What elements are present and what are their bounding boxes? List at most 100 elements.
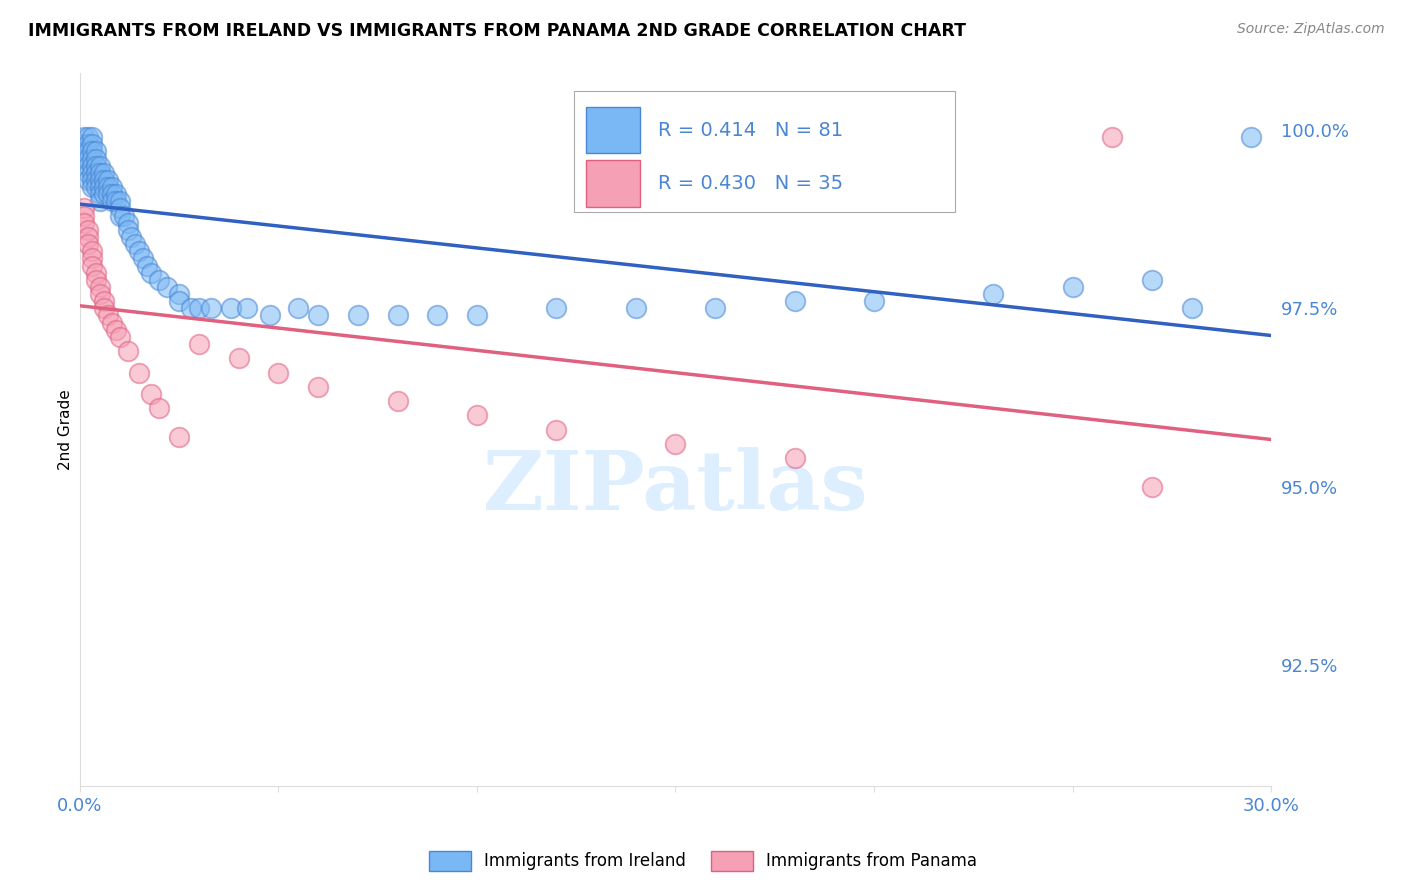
Point [156, 280, 179, 294]
Point [84, 159, 107, 173]
Point [1240, 130, 1263, 145]
Point [93, 187, 115, 202]
Point [100, 316, 122, 330]
Point [167, 287, 190, 301]
Point [104, 187, 127, 202]
Point [76, 145, 98, 159]
Point [863, 294, 886, 309]
Point [219, 301, 242, 316]
Point [89, 187, 111, 202]
Point [426, 309, 449, 323]
Point [80, 137, 103, 152]
Point [73, 216, 96, 230]
Point [104, 323, 127, 337]
Point [387, 394, 409, 409]
Point [141, 387, 163, 401]
Point [235, 301, 257, 316]
Point [93, 301, 115, 316]
Text: IMMIGRANTS FROM IRELAND VS IMMIGRANTS FROM PANAMA 2ND GRADE CORRELATION CHART: IMMIGRANTS FROM IRELAND VS IMMIGRANTS FR… [28, 22, 966, 40]
Text: R = 0.414   N = 81: R = 0.414 N = 81 [658, 120, 842, 139]
Point [259, 309, 281, 323]
Point [100, 187, 122, 202]
Point [73, 202, 96, 216]
Point [76, 137, 98, 152]
Point [108, 194, 131, 209]
Point [97, 309, 120, 323]
Point [117, 223, 139, 237]
Point [783, 451, 806, 466]
FancyBboxPatch shape [574, 91, 956, 212]
Point [100, 194, 122, 209]
Point [287, 301, 309, 316]
Point [1062, 280, 1084, 294]
Point [188, 301, 211, 316]
Point [117, 216, 139, 230]
Point [167, 294, 190, 309]
Point [76, 152, 98, 166]
Point [167, 430, 190, 444]
Point [84, 173, 107, 187]
Point [76, 237, 98, 252]
Point [108, 330, 131, 344]
Point [89, 280, 111, 294]
Point [387, 309, 409, 323]
Point [100, 180, 122, 194]
Point [84, 273, 107, 287]
Point [76, 173, 98, 187]
Point [84, 152, 107, 166]
Text: ZIPatlas: ZIPatlas [482, 447, 869, 526]
Point [80, 145, 103, 159]
Point [80, 173, 103, 187]
Point [136, 259, 159, 273]
Point [307, 380, 329, 394]
Point [1140, 480, 1163, 494]
Legend: Immigrants from Ireland, Immigrants from Panama: Immigrants from Ireland, Immigrants from… [420, 842, 986, 880]
Point [188, 337, 211, 351]
Point [89, 159, 111, 173]
Point [97, 180, 120, 194]
Point [80, 252, 103, 266]
FancyBboxPatch shape [586, 161, 640, 207]
Point [981, 287, 1004, 301]
Point [117, 344, 139, 359]
Point [76, 230, 98, 244]
Point [124, 237, 146, 252]
Point [93, 180, 115, 194]
Text: Source: ZipAtlas.com: Source: ZipAtlas.com [1237, 22, 1385, 37]
Point [624, 301, 647, 316]
Point [307, 309, 329, 323]
Point [112, 209, 135, 223]
Point [84, 166, 107, 180]
FancyBboxPatch shape [586, 107, 640, 153]
Point [97, 173, 120, 187]
Point [148, 401, 170, 416]
Point [80, 152, 103, 166]
Point [84, 266, 107, 280]
Point [89, 166, 111, 180]
Point [346, 309, 368, 323]
Point [73, 209, 96, 223]
Point [148, 273, 170, 287]
Point [76, 166, 98, 180]
Point [73, 145, 96, 159]
Point [76, 223, 98, 237]
Point [73, 137, 96, 152]
Point [132, 252, 155, 266]
Point [84, 180, 107, 194]
Point [89, 173, 111, 187]
Text: R = 0.430   N = 35: R = 0.430 N = 35 [658, 174, 842, 193]
Point [76, 130, 98, 145]
Point [783, 294, 806, 309]
Point [664, 437, 686, 451]
Point [80, 244, 103, 259]
Point [80, 130, 103, 145]
Point [80, 180, 103, 194]
Point [704, 301, 727, 316]
Y-axis label: 2nd Grade: 2nd Grade [58, 389, 73, 470]
Point [546, 423, 568, 437]
Point [108, 202, 131, 216]
Point [267, 366, 290, 380]
Point [121, 230, 143, 244]
Point [73, 130, 96, 145]
Point [80, 259, 103, 273]
